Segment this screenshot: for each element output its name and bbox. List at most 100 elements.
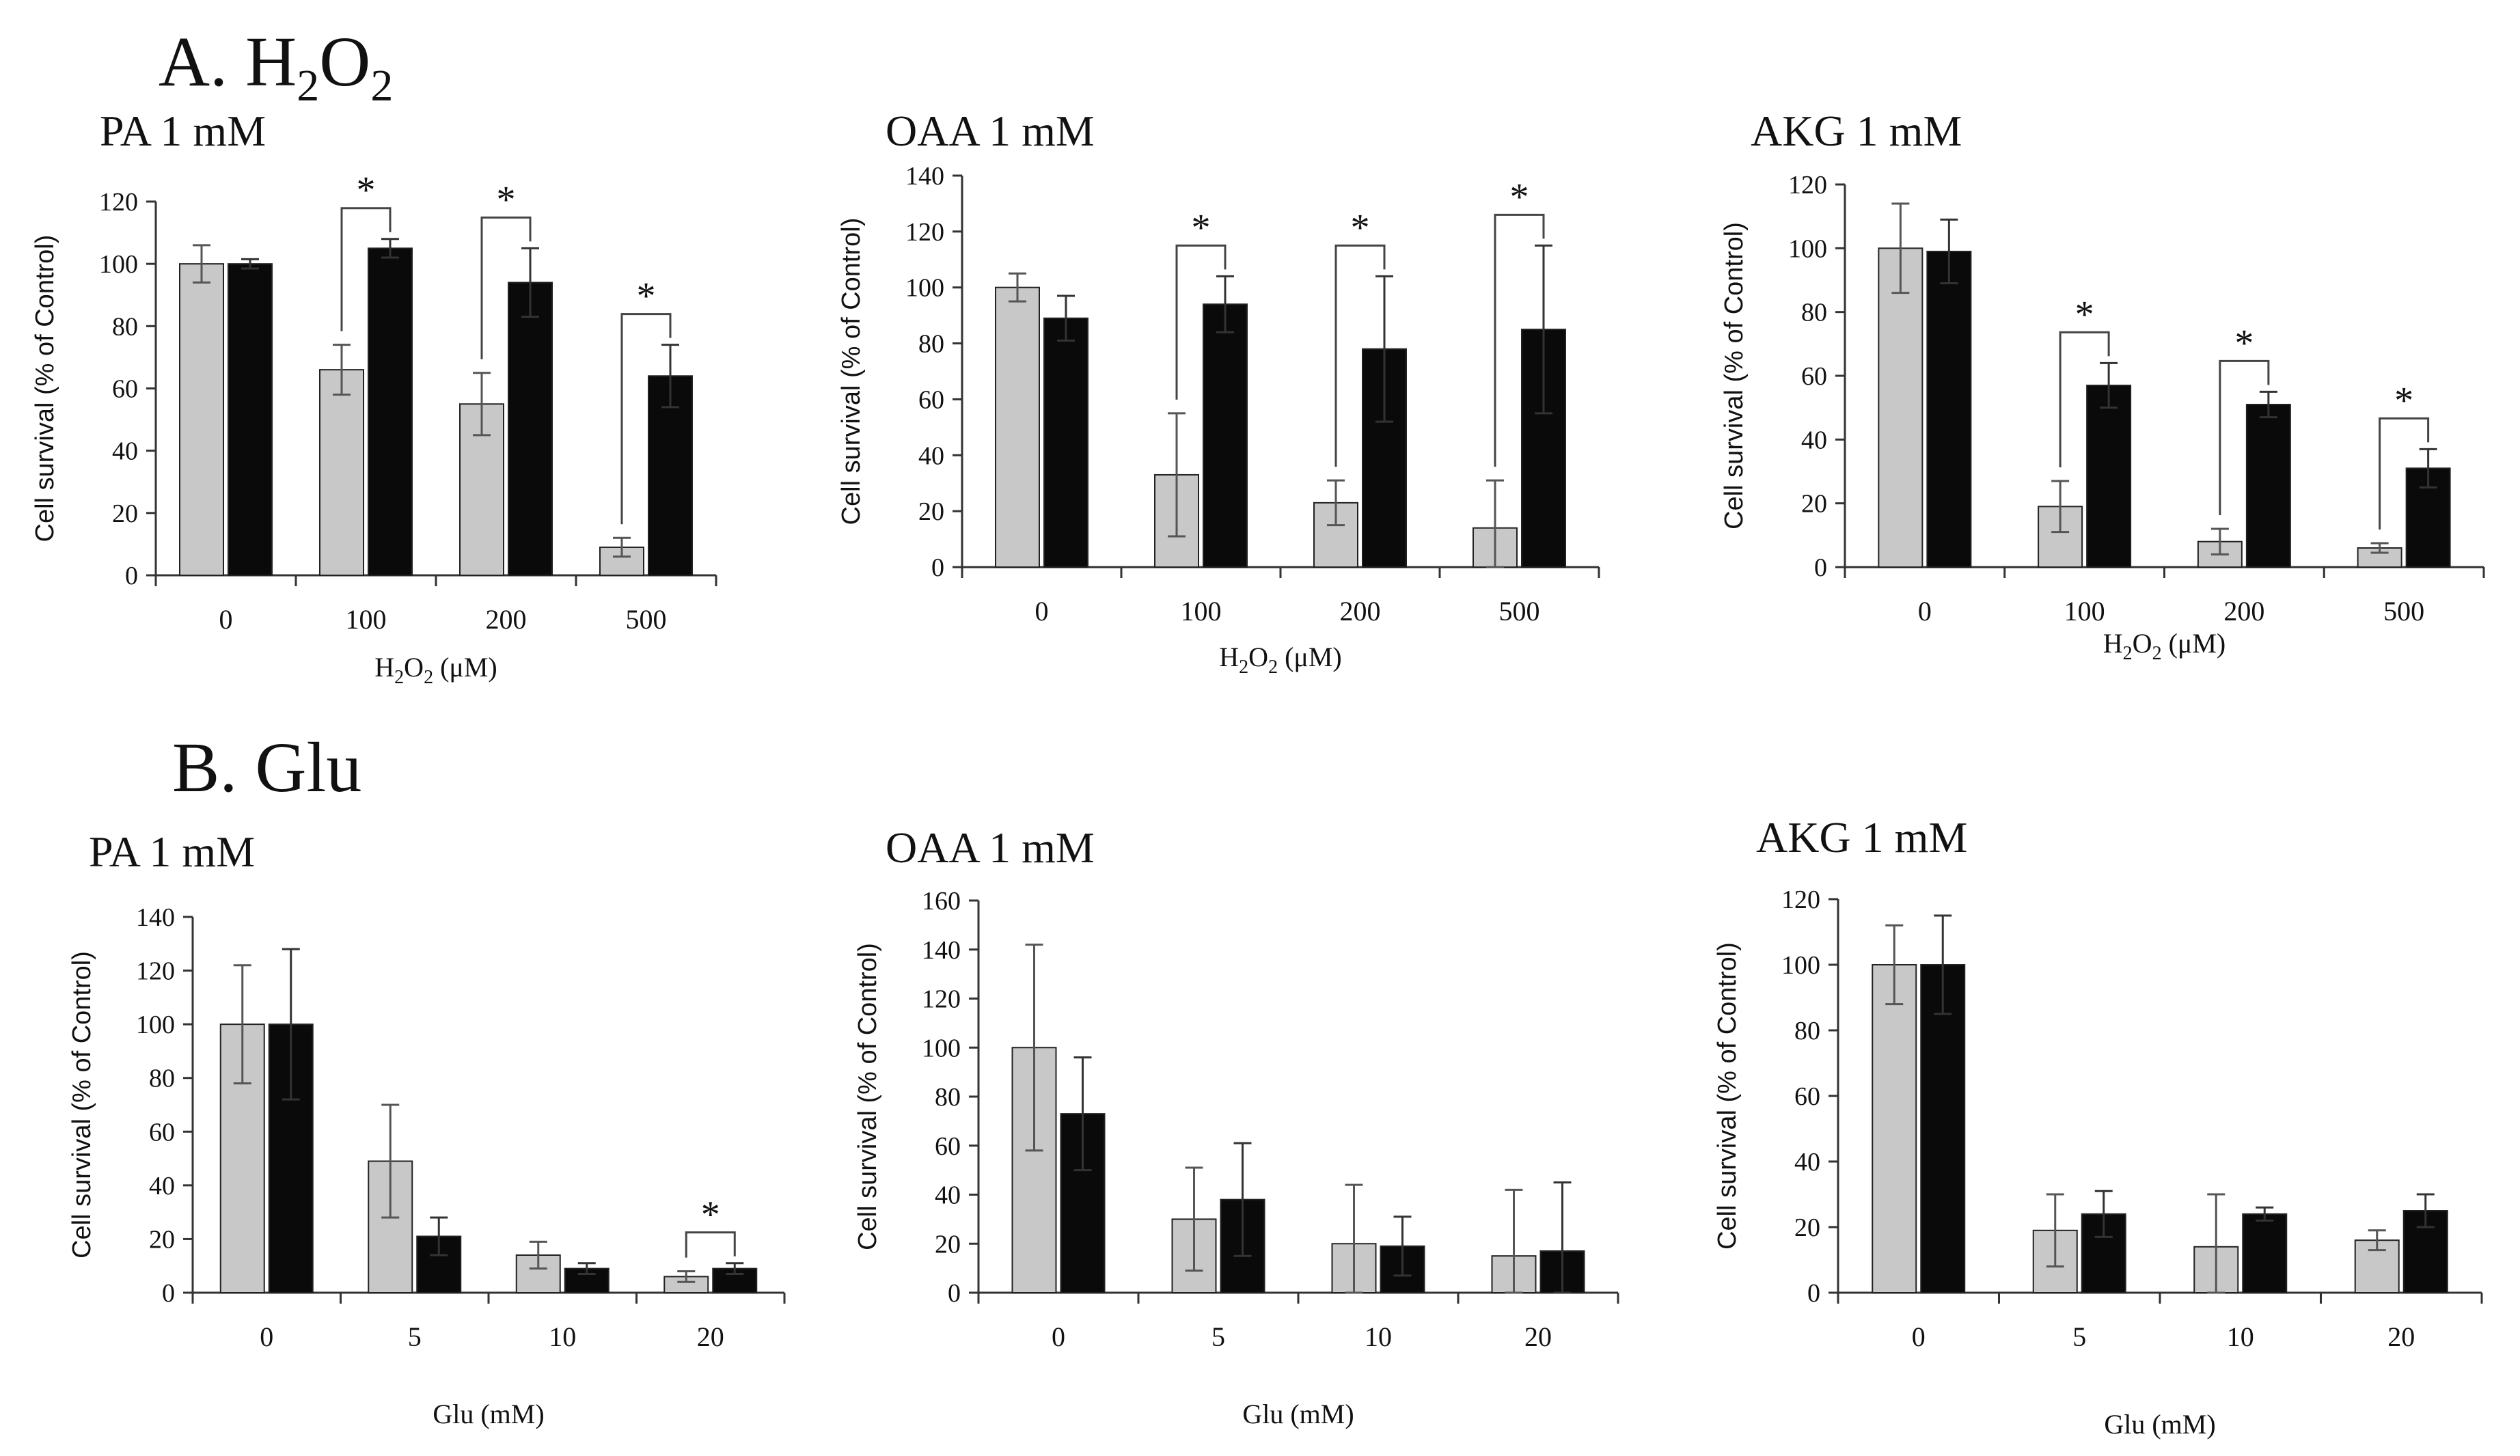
bar-black — [508, 281, 553, 576]
y-tick-label: 120 — [99, 188, 138, 217]
y-tick-label: 80 — [112, 312, 138, 341]
y-tick-label: 20 — [149, 1225, 175, 1254]
y-tick-label: 100 — [1788, 234, 1827, 263]
x-axis-label: H2O2 (μM) — [374, 652, 497, 688]
y-tick-label: 40 — [935, 1181, 961, 1210]
y-tick-label: 20 — [112, 499, 138, 528]
bar-black — [2242, 1213, 2288, 1294]
x-tick-label: 100 — [1181, 596, 1222, 627]
significance-star: * — [2075, 293, 2094, 335]
y-tick-label: 0 — [125, 562, 138, 590]
y-tick-label: 60 — [935, 1132, 961, 1161]
y-axis-label: Cell survival (% of Control) — [837, 218, 866, 525]
y-tick-label: 80 — [1794, 1017, 1820, 1045]
significance-star: * — [701, 1194, 720, 1236]
y-tick-label: 20 — [935, 1230, 961, 1259]
bar-black — [1043, 317, 1088, 568]
chart-panel-1: PA 1 mM 0 20 40 60 80 100 120 Cell survival (% o… — [31, 107, 717, 688]
significance-star: * — [2394, 379, 2413, 422]
y-tick-label: 160 — [922, 887, 961, 916]
x-axis-label: Glu (mM) — [2104, 1409, 2215, 1440]
bar-gray — [319, 369, 364, 577]
y-tick-label: 140 — [922, 936, 961, 965]
y-tick-label: 0 — [931, 553, 944, 582]
x-tick-label: 0 — [1912, 1321, 1926, 1352]
bar-black — [1926, 251, 1972, 568]
y-axis-label: Cell survival (% of Control) — [31, 235, 59, 542]
significance-bracket — [620, 313, 672, 525]
y-axis-label: Cell survival (% of Control) — [1720, 222, 1749, 530]
bar-black — [648, 375, 693, 576]
x-tick-label: 0 — [1052, 1321, 1065, 1352]
y-tick-label: 60 — [149, 1118, 175, 1146]
y-tick-label: 20 — [1801, 490, 1827, 519]
chart-title: OAA 1 mM — [886, 107, 1095, 155]
y-axis-label: Cell survival (% of Control) — [68, 951, 96, 1259]
significance-star: * — [497, 178, 516, 221]
y-tick-label: 0 — [1814, 553, 1827, 582]
x-tick-label: 200 — [486, 604, 527, 635]
y-tick-label: 80 — [918, 330, 944, 359]
significance-bracket — [340, 207, 392, 331]
x-axis-label: H2O2 (μM) — [1219, 642, 1341, 678]
y-tick-label: 80 — [1801, 299, 1827, 327]
x-axis-label: Glu (mM) — [1242, 1399, 1354, 1429]
y-tick-label: 120 — [1781, 885, 1820, 914]
chart-title: PA 1 mM — [89, 827, 255, 876]
y-tick-label: 80 — [935, 1083, 961, 1112]
bar-gray — [2038, 506, 2083, 568]
significance-star: * — [1192, 206, 1211, 249]
significance-star: * — [1510, 176, 1529, 218]
y-tick-label: 120 — [1788, 171, 1827, 200]
x-tick-label: 20 — [697, 1321, 724, 1352]
y-tick-label: 40 — [149, 1172, 175, 1200]
significance-bracket — [1175, 244, 1227, 400]
bar-black — [2086, 385, 2132, 568]
x-tick-label: 10 — [1365, 1321, 1392, 1352]
x-tick-label: 0 — [1918, 596, 1932, 627]
x-tick-label: 0 — [219, 604, 233, 635]
y-tick-label: 100 — [99, 250, 138, 279]
x-tick-label: 200 — [2223, 596, 2264, 627]
bar-gray — [1872, 964, 1917, 1293]
x-tick-label: 100 — [2064, 596, 2105, 627]
x-tick-label: 500 — [1499, 596, 1540, 627]
y-tick-label: 100 — [905, 274, 944, 303]
x-tick-label: 20 — [2387, 1321, 2415, 1352]
significance-bracket — [2379, 417, 2430, 530]
y-tick-label: 100 — [922, 1034, 961, 1062]
x-tick-label: 100 — [346, 604, 387, 635]
bar-gray — [1878, 247, 1923, 568]
x-axis-label: Glu (mM) — [433, 1399, 544, 1429]
bar-gray — [995, 286, 1040, 568]
y-tick-label: 60 — [1794, 1082, 1820, 1111]
x-tick-label: 10 — [549, 1321, 576, 1352]
chart-title: AKG 1 mM — [1751, 107, 1962, 155]
significance-star: * — [357, 169, 376, 212]
significance-star: * — [637, 275, 656, 318]
y-tick-label: 40 — [112, 437, 138, 466]
x-tick-label: 500 — [626, 604, 667, 635]
x-tick-label: 5 — [2072, 1321, 2086, 1352]
y-tick-label: 120 — [905, 218, 944, 247]
y-tick-label: 0 — [162, 1279, 175, 1308]
significance-star: * — [1351, 206, 1370, 249]
y-tick-label: 140 — [905, 162, 944, 191]
chart-title: OAA 1 mM — [886, 823, 1095, 872]
x-tick-label: 0 — [1035, 596, 1049, 627]
chart-panel-2: OAA 1 mM 0 20 40 60 80 100 120 140 Cell survival … — [837, 107, 1600, 678]
section-b-heading: B. Glu — [172, 728, 361, 807]
x-tick-label: 500 — [2383, 596, 2424, 627]
y-tick-label: 60 — [918, 385, 944, 414]
x-tick-label: 5 — [1211, 1321, 1225, 1352]
significance-bracket — [2219, 359, 2270, 515]
x-tick-label: 20 — [1524, 1321, 1552, 1352]
significance-star: * — [2234, 322, 2254, 364]
chart-panel-3: AKG 1 mM 0 20 40 60 80 100 120 Cell survival (% … — [1720, 107, 2485, 664]
bar-black — [2245, 404, 2291, 568]
y-tick-label: 60 — [112, 375, 138, 404]
